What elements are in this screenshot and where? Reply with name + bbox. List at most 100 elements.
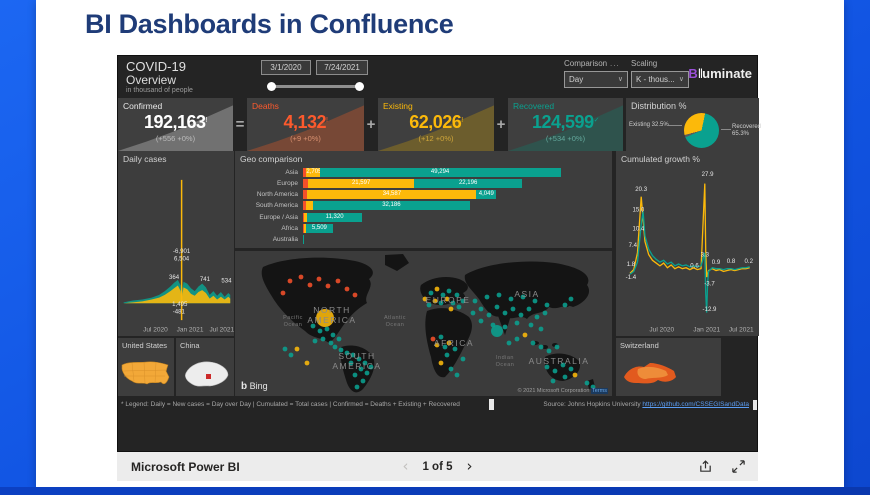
dashboard-header: COVID-19 Overview in thousand of people … [118,56,757,96]
scrollbar-thumb[interactable] [489,399,494,410]
dashboard-subtitle: Overview [126,73,177,87]
slider-handle-start[interactable] [267,82,276,91]
geo-comparison-panel: Geo comparison Asia 2,705 49,294 Europe 21,5… [235,151,612,248]
pie-callout-line [668,125,682,126]
geo-row: Asia 2,705 49,294 [239,168,606,177]
geo-bar-segment[interactable] [303,212,307,222]
kpi-label: Deaths [252,101,279,111]
geo-bar-segment[interactable]: 49,294 [319,168,561,177]
svg-text:Ocean: Ocean [386,322,405,328]
page-navigation: ‹ 1 of 5 › [117,459,758,474]
switzerland-panel[interactable]: Switzerland [616,338,721,396]
geo-bar-segment[interactable] [305,201,313,211]
daily-cases-panel: Daily cases -6,901 6,504 364 741 534 1,495 -48… [118,151,234,336]
svg-text:EUROPE: EUROPE [426,295,471,305]
kpi-label: Recovered [513,101,555,111]
info-mark-icon: ! [461,117,463,124]
svg-text:741: 741 [200,277,211,283]
geo-bar-segment[interactable] [303,190,308,200]
svg-text:Jan 2021: Jan 2021 [177,326,204,333]
powerbi-dashboard: COVID-19 Overview in thousand of people … [117,55,762,452]
date-from-input[interactable]: 3/1/2020 [261,60,311,75]
slider-handle-end[interactable] [355,82,364,91]
previous-page-button[interactable]: ‹ [402,457,409,475]
unit-note: in thousand of people [126,87,193,94]
share-button[interactable] [698,459,713,474]
source-text: Source: Johns Hopkins University https:/… [543,401,749,408]
cumulated-growth-panel: Cumulated growth % 27.9 20.3 15.0 10.4 7.4 1.… [616,151,759,336]
kpi-value: 62,026! [409,112,463,132]
geo-bar-segment[interactable]: 4,049 [476,190,497,200]
fullscreen-button[interactable] [731,459,746,474]
content-card: BI Dashboards in Confluence COVID-19 Ove… [36,0,844,487]
comparison-label: Comparison [564,59,608,68]
geo-bar-segment[interactable]: 11,320 [306,212,363,222]
svg-text:Ocean: Ocean [496,362,515,368]
geo-bar-segment[interactable] [303,212,304,222]
world-map[interactable]: NORTHAMERICAEUROPEASIASOUTHAMERICAAFRICA… [235,251,612,396]
svg-text:0.9: 0.9 [712,260,721,266]
united-states-panel[interactable]: United States [118,338,174,396]
geo-row: South America 32,186 [239,201,606,211]
geo-bar-segment[interactable]: 22,196 [413,179,523,189]
pie-callout-line [721,129,731,130]
geo-category-label: Asia [285,169,298,176]
comparison-select[interactable]: Day ∨ [564,71,628,88]
geo-bar-segment[interactable]: 34,587 [307,190,477,200]
us-map-icon [121,361,170,385]
geo-bar-segment[interactable]: 5,509 [305,223,333,233]
kpi-card-deaths[interactable]: Deaths 4,132! (+9 +0%) [247,98,364,151]
switzerland-map-icon [624,363,676,384]
terms-link[interactable]: Terms [591,388,608,394]
kpi-value: 192,163! [143,112,208,132]
geo-bar-segment[interactable] [303,201,306,211]
geo-bar-segment[interactable]: 32,186 [312,201,471,211]
kpi-card-confirmed[interactable]: Confirmed 192,163! (+556 +0%) [118,98,233,151]
svg-text:7.4: 7.4 [629,243,638,249]
existing-area-series [123,285,231,304]
svg-text:Ocean: Ocean [284,322,303,328]
panel-title: Switzerland [620,341,659,350]
geo-category-label: North America [256,191,298,199]
geo-bar-segment[interactable] [303,168,307,177]
page-indicator: 1 of 5 [422,460,453,473]
more-options-icon[interactable]: ... [610,59,620,68]
china-panel[interactable]: China [176,338,234,396]
panel-title: China [180,341,200,350]
distribution-panel: Distribution % Existing 32.5% Recovered … [626,98,762,151]
pie-label-recovered: Recovered 65.3% [732,124,762,137]
comparison-value: Day [569,75,584,84]
svg-text:3.3: 3.3 [701,253,710,259]
kpi-card-recovered[interactable]: Recovered 124,599✓ (+534 +0%) [508,98,623,151]
scaling-select[interactable]: K - thous... ∨ [631,71,689,88]
panel-title: Geo comparison [240,154,303,164]
geo-category-label: Africa [281,224,298,232]
distribution-pie-chart[interactable] [684,113,719,148]
billuminate-logo: B‖uminate [688,66,752,81]
kpi-delta: (+12 +0%) [418,134,454,143]
panel-title: Daily cases [123,154,167,164]
dashboard-title: COVID-19 [126,59,186,74]
next-page-button[interactable]: › [466,457,473,475]
geo-bar-segment[interactable]: 21,597 [308,179,414,189]
geo-bar-segment[interactable] [303,179,309,189]
geo-row: Europe / Asia 11,320 [239,212,606,222]
svg-text:1,495: 1,495 [172,302,188,308]
cumulated-growth-chart[interactable]: 27.9 20.3 15.0 10.4 7.4 1.8 -1.4 3.30.9 0.6 0.8 0.… [616,163,759,336]
equals-operator: = [235,116,245,133]
date-to-input[interactable]: 7/24/2021 [316,60,368,75]
geo-bar-segment[interactable]: 2,705 [306,168,322,177]
source-link[interactable]: https://github.com/CSSEGISandData [642,401,749,408]
kpi-card-existing[interactable]: Existing 62,026! (+12 +0%) [378,98,494,151]
geo-bar-segment[interactable] [303,223,306,233]
geo-bar-segment[interactable] [303,223,304,233]
check-mark-icon: ✓ [593,117,600,124]
scrollbar-thumb[interactable] [753,400,757,410]
svg-text:-12.9: -12.9 [703,307,717,313]
date-range-slider[interactable] [267,82,364,91]
svg-text:0.2: 0.2 [745,259,754,265]
scaling-value: K - thous... [636,75,675,84]
